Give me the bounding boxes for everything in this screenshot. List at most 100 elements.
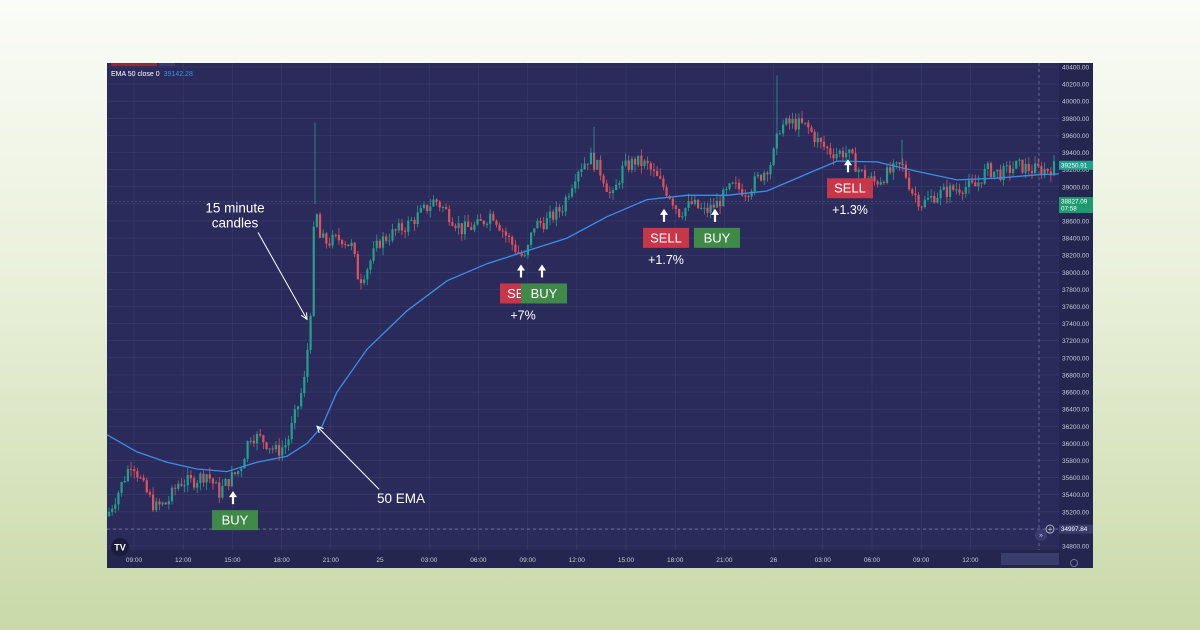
candle-body — [460, 223, 463, 235]
candle-body — [271, 448, 274, 450]
candle-body — [107, 511, 111, 517]
candle-body — [164, 502, 167, 505]
candle-body — [618, 183, 621, 185]
candle-body — [318, 214, 322, 238]
candle-body — [183, 485, 186, 487]
candle-body — [955, 189, 958, 191]
price-tick-label: 36600.00 — [1062, 390, 1089, 397]
chart-frame[interactable]: 40400.00 40200.00 40000.00 39800.00 39600.00… — [107, 63, 1093, 568]
candle-body — [895, 162, 898, 164]
candle-body — [766, 172, 769, 175]
candle-body — [750, 191, 753, 197]
candle-body — [139, 477, 142, 479]
candle-body — [111, 508, 114, 512]
price-tick-label: 37800.00 — [1062, 287, 1089, 294]
candle-body — [523, 255, 526, 257]
candle-body — [246, 441, 249, 460]
candle-body — [1027, 163, 1030, 171]
candle-body — [517, 252, 520, 254]
candle-body — [533, 228, 536, 233]
candle-body — [375, 240, 378, 249]
candle-body — [142, 477, 145, 481]
candle-body — [328, 243, 331, 246]
candle-body — [901, 164, 904, 166]
candle-body — [986, 163, 989, 169]
candle-body — [240, 468, 243, 472]
price-tick-label: 34800.00 — [1062, 544, 1089, 551]
candle-body — [454, 225, 457, 229]
candle-body — [407, 220, 410, 232]
time-tick-label: 09:00 — [913, 557, 930, 564]
candle-body — [980, 182, 983, 184]
price-axis-panel — [1059, 63, 1093, 568]
candle-body — [996, 169, 999, 172]
candle-body — [892, 163, 895, 173]
signal-arrowhead — [229, 491, 237, 498]
candle-body — [224, 479, 227, 486]
candle-body — [1018, 159, 1021, 161]
candle-body — [306, 349, 309, 377]
candle-body — [567, 196, 570, 198]
candle-body — [961, 192, 964, 194]
time-tick-label: 09:00 — [519, 557, 536, 564]
candle-body — [208, 474, 211, 479]
candle-body — [860, 169, 863, 171]
candle-body — [467, 221, 470, 227]
signal-label: SELL — [650, 230, 682, 245]
signal-gain-label: +1.7% — [648, 253, 684, 267]
annotation-label: candles — [212, 215, 259, 230]
candle-body — [350, 242, 353, 247]
time-tick-label: 06:00 — [470, 557, 487, 564]
candle-body — [426, 204, 429, 212]
candle-body — [857, 169, 860, 172]
candle-body — [129, 469, 133, 471]
time-tick-label: 12:00 — [962, 557, 979, 564]
candle-body — [958, 189, 961, 193]
candle-body — [703, 207, 706, 209]
candle-body — [117, 492, 120, 505]
time-tick-label: 15:00 — [618, 557, 635, 564]
candle-body — [126, 469, 129, 482]
price-tick-label: 38200.00 — [1062, 253, 1089, 260]
candle-body — [769, 165, 772, 175]
interval-chip[interactable] — [159, 63, 175, 66]
candle-body — [419, 208, 422, 213]
price-tick-label: 36200.00 — [1062, 424, 1089, 431]
candle-body — [435, 199, 438, 202]
candle-body — [284, 445, 287, 448]
candle-body — [199, 473, 202, 484]
candle-body — [570, 188, 574, 197]
candle-body — [983, 168, 986, 184]
candle-body — [230, 472, 233, 487]
candle-body — [385, 236, 388, 241]
buy-signal-badge — [694, 227, 740, 248]
candle-body — [252, 440, 255, 444]
candle-body — [202, 473, 205, 483]
ema-price-tag-text: 38827.09 — [1061, 199, 1088, 206]
candle-body — [564, 197, 567, 212]
candle-body — [397, 223, 400, 231]
price-tick-label: 36400.00 — [1062, 407, 1089, 414]
price-tick-label: 37400.00 — [1062, 321, 1089, 328]
ema-legend[interactable]: EMA 50 close 0 39142.28 — [111, 71, 193, 78]
candle-body — [873, 176, 876, 182]
candle-body — [451, 222, 454, 226]
candle-body — [359, 279, 363, 284]
candle-body — [255, 433, 259, 444]
candle-body — [633, 158, 637, 165]
candle-body — [731, 182, 734, 184]
candle-body — [561, 211, 564, 213]
candle-body — [832, 154, 835, 159]
candle-body — [608, 191, 611, 194]
candle-body — [457, 223, 460, 229]
price-tick-label: 37000.00 — [1062, 355, 1089, 362]
time-tick-label: 12:00 — [569, 557, 586, 564]
candle-body — [756, 174, 759, 177]
candle-body — [388, 240, 391, 242]
price-chart[interactable]: 40400.00 40200.00 40000.00 39800.00 39600.00… — [107, 63, 1093, 568]
candle-body — [416, 212, 419, 224]
candle-body — [936, 197, 939, 203]
symbol-chip[interactable] — [111, 63, 157, 66]
candle-body — [555, 207, 558, 220]
candle-body — [923, 199, 926, 208]
